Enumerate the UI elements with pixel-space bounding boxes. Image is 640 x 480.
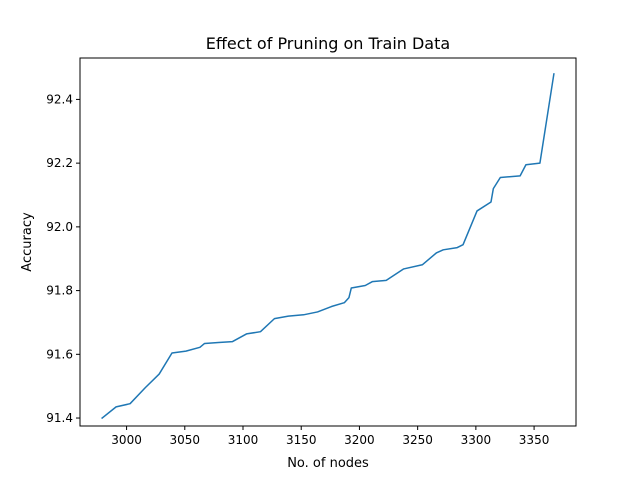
y-tick-label: 91.8	[46, 284, 73, 298]
y-tick-label: 92.0	[46, 220, 73, 234]
y-tick-label: 92.4	[46, 92, 73, 106]
x-tick-label: 3250	[402, 433, 433, 447]
series-line	[101, 73, 555, 420]
plot-area	[101, 73, 555, 420]
axes-frame	[79, 57, 577, 427]
x-axis-label: No. of nodes	[287, 456, 369, 471]
x-tick-label: 3100	[228, 433, 259, 447]
y-axis-label: Accuracy	[20, 212, 35, 272]
x-tick-label: 3050	[170, 433, 201, 447]
y-tick-label: 91.4	[46, 411, 73, 425]
x-tick-label: 3300	[461, 433, 492, 447]
x-tick-label: 3200	[344, 433, 375, 447]
x-tick-label: 3150	[286, 433, 317, 447]
chart-title: Effect of Pruning on Train Data	[206, 34, 450, 53]
y-tick-label: 92.2	[46, 156, 73, 170]
y-tick-label: 91.6	[46, 347, 73, 361]
x-tick-label: 3000	[111, 433, 142, 447]
axes: 3000 3050 3100 3150 3200 3250 3300 3350 91.4 91.6…	[46, 57, 577, 447]
x-tick-label: 3350	[519, 433, 550, 447]
